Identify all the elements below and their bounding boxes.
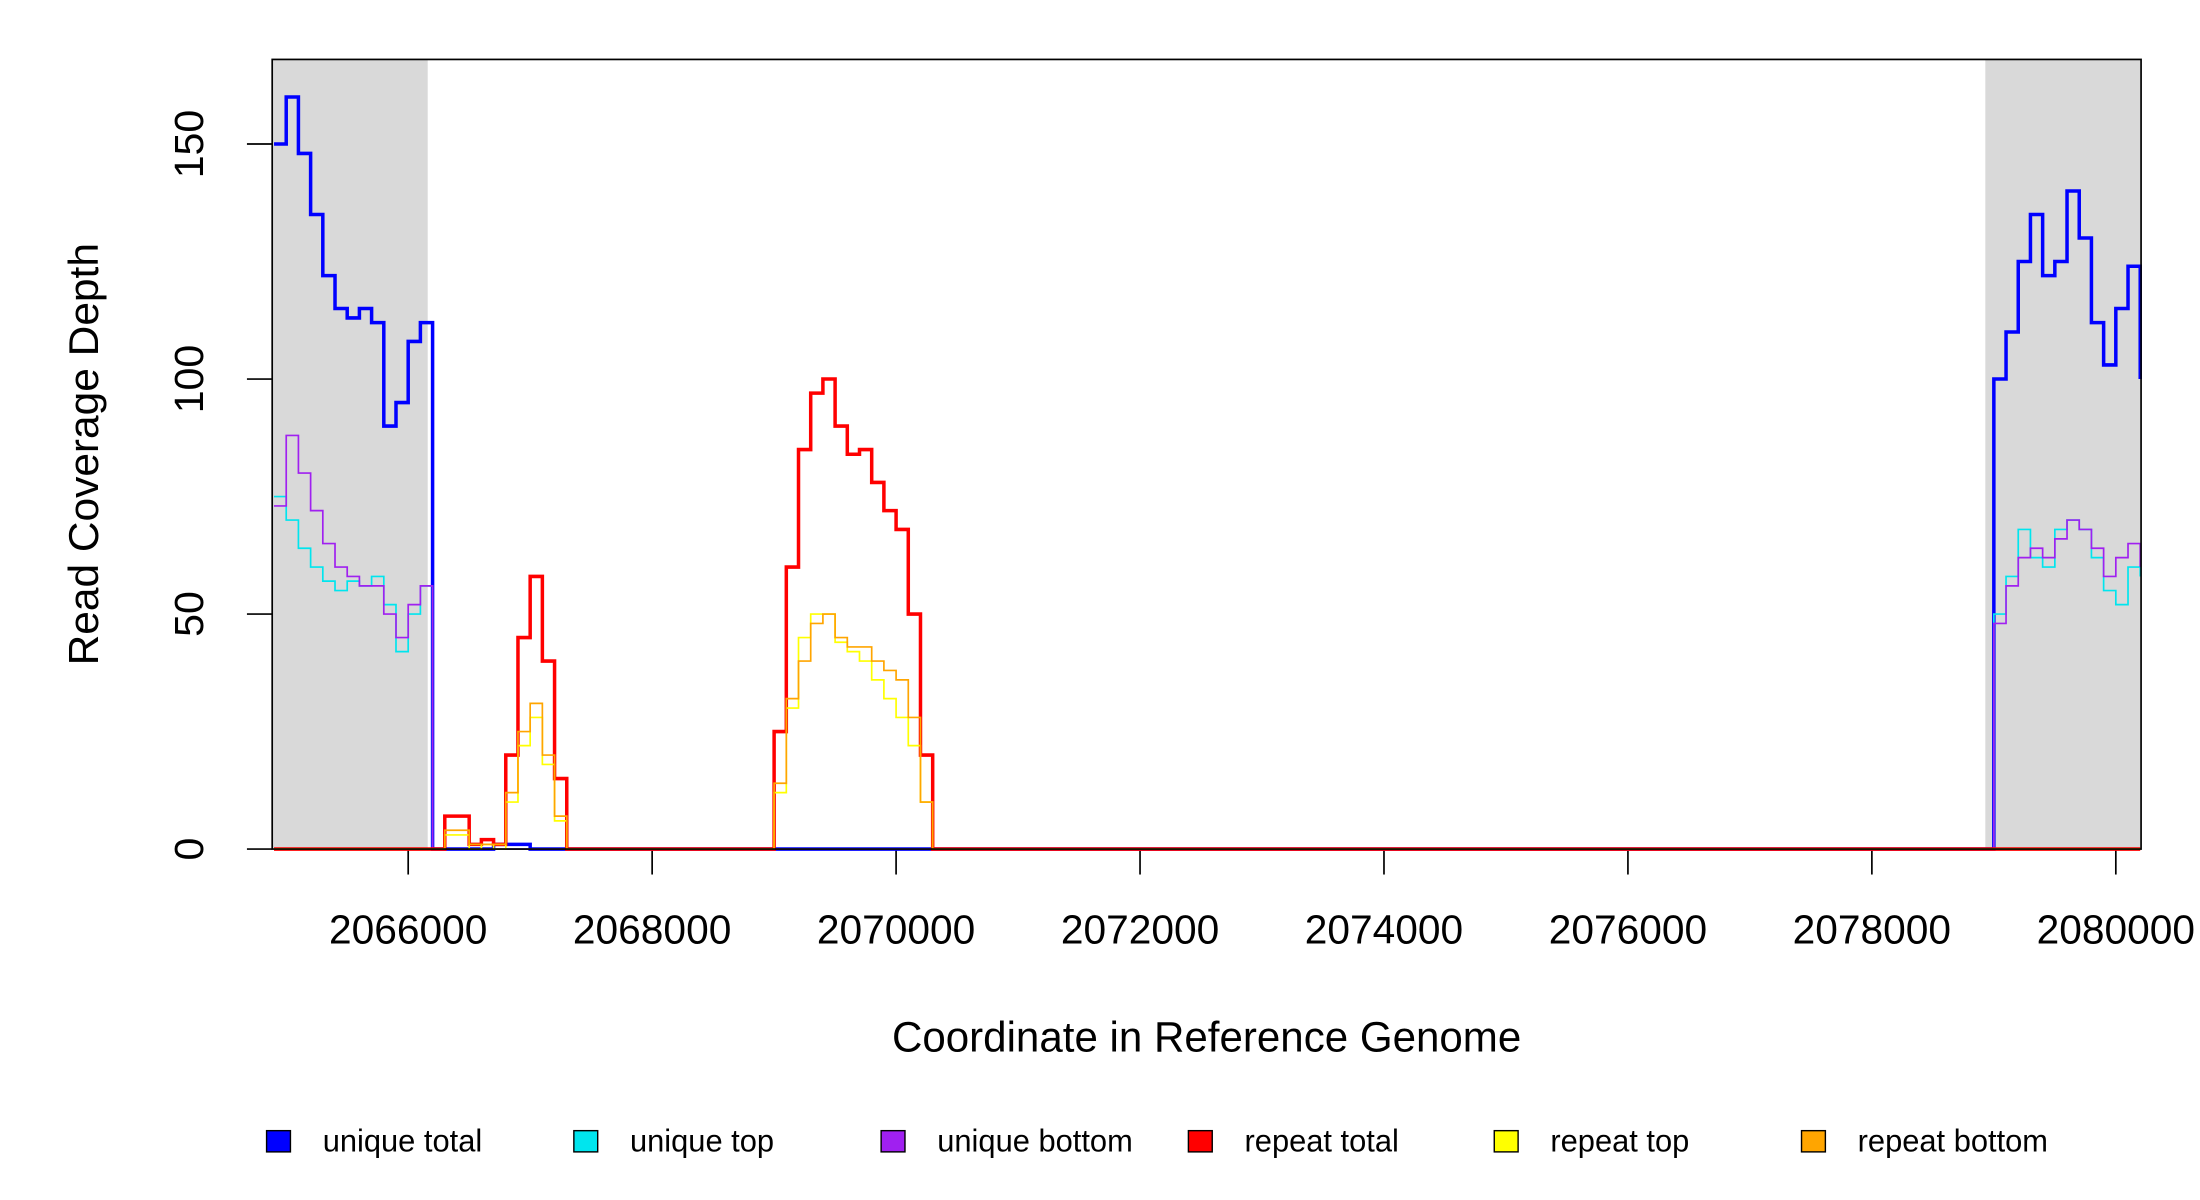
x-tick-label: 2072000 xyxy=(1061,906,1219,952)
y-tick-label: 50 xyxy=(166,591,212,637)
shaded-region xyxy=(272,59,428,850)
legend-swatch xyxy=(573,1129,599,1153)
legend-label: unique bottom xyxy=(937,1123,1133,1158)
y-tick-label: 150 xyxy=(166,110,212,178)
shaded-region xyxy=(1985,59,2142,850)
y-tick-label: 0 xyxy=(166,838,212,861)
x-tick-label: 2070000 xyxy=(817,906,975,952)
legend-label: unique total xyxy=(323,1123,483,1158)
x-tick-label: 2066000 xyxy=(329,906,487,952)
y-axis-title: Read Coverage Depth xyxy=(60,243,107,665)
legend-swatch xyxy=(265,1129,292,1153)
legend-label: repeat total xyxy=(1245,1123,1399,1158)
legend-label: unique top xyxy=(630,1123,774,1158)
legend-swatch xyxy=(880,1129,906,1153)
legend-swatch xyxy=(1493,1129,1519,1153)
plot-frame xyxy=(271,58,2142,850)
x-tick-label: 2076000 xyxy=(1549,906,1707,952)
x-axis-title: Coordinate in Reference Genome xyxy=(892,1013,1521,1060)
x-tick-label: 2074000 xyxy=(1305,906,1463,952)
x-tick-label: 2080000 xyxy=(2037,906,2195,952)
x-tick-label: 2068000 xyxy=(573,906,731,952)
legend-swatch xyxy=(1800,1129,1827,1153)
legend-label: repeat bottom xyxy=(1858,1123,2048,1158)
legend-label: repeat top xyxy=(1550,1123,1689,1158)
y-tick-label: 100 xyxy=(166,345,212,413)
legend-swatch xyxy=(1187,1129,1213,1153)
x-tick-label: 2078000 xyxy=(1793,906,1951,952)
